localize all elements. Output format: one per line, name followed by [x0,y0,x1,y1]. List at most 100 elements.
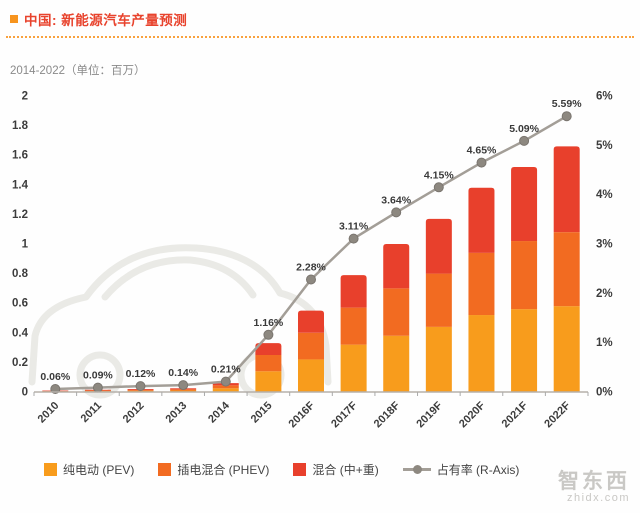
x-axis-label: 2017F [329,399,360,430]
share-label: 2.28% [296,262,326,274]
share-label: 0.06% [40,371,70,383]
dotted-divider [6,36,634,38]
share-label: 0.09% [83,370,113,382]
zhidx-watermark-cn: 智东西 [558,470,630,494]
share-label: 4.65% [467,145,497,157]
bar-segment [511,167,538,242]
legend-item: 插电混合 (PHEV) [158,461,269,478]
bar-segment [298,310,324,333]
bar-segment [212,385,239,389]
bar-segment [553,306,580,392]
bar-segment [255,355,282,372]
x-axis-label: 2019F [414,399,445,430]
y-axis-right-label: 5% [596,140,613,152]
chart-subtitle: 2014-2022（单位：百万） [10,65,146,77]
bar-segment [511,241,538,310]
chart-canvas: 0.06% 0.09% 0.12% 0.14% 0.21%1.16%2.28%3.11%… [12,91,613,431]
x-axis-label: 2022F [542,399,573,430]
legend-label: 纯电动 (PEV) [63,463,135,477]
share-label: 0.12% [126,368,156,380]
x-axis-label: 2021F [500,399,531,430]
x-axis-label: 2015 [249,400,275,426]
x-axis-label: 2011 [79,400,104,425]
legend-label: 占有率 (R-Axis) [436,463,520,477]
bar-segment [468,187,495,253]
title-bullet-icon [10,15,18,23]
legend-item: 占有率 (R-Axis) [402,461,520,478]
share-label: 5.59% [552,98,582,110]
x-axis-label: 2012 [121,400,147,426]
share-label: 3.64% [381,194,411,206]
x-axis-label: 2014 [206,399,232,425]
bar-segment [340,344,367,392]
y-axis-left-label: 0.2 [12,357,28,369]
share-line-marker [476,157,487,168]
y-axis-left-label: 0 [22,387,28,399]
x-axis-label: 2020F [457,399,488,430]
share-line-marker [391,207,402,218]
bar-segment [255,343,282,355]
y-axis-left-label: 1.8 [12,120,29,132]
bar-segment [425,218,452,274]
x-axis-label: 2018F [372,399,403,430]
bar-segment [383,244,410,289]
bar-segment [425,273,452,327]
legend-label: 插电混合 (PHEV) [177,463,270,477]
share-line-marker [178,380,189,391]
share-label: 0.21% [211,364,241,376]
share-line-marker [263,329,274,340]
bars-layer [42,146,580,392]
share-line-marker [519,135,530,146]
bar-segment [340,307,367,345]
y-axis-left-label: 1.4 [12,179,29,191]
bar-segment [511,309,538,392]
legend-line-sample-icon [402,465,431,474]
bar-segment [340,275,367,308]
bar-segment [468,252,495,316]
bar-segment [255,371,282,392]
share-line-marker [220,376,231,387]
x-axis-label: 2010 [36,400,62,426]
y-axis-right-label: 2% [596,288,613,300]
legend-label: 混合 (中+重) [312,463,379,477]
y-axis-right-label: 6% [596,91,613,103]
bar-segment [383,335,410,392]
share-line-marker [561,111,572,122]
share-line-marker [92,382,103,393]
bar-segment [553,146,580,233]
x-axis-label: 2013 [164,400,190,426]
header: 中国: 新能源汽车产量预测 [0,0,640,29]
share-label: 1.16% [254,317,284,329]
x-axis-label: 2016F [287,399,318,430]
share-line-marker [135,381,146,392]
legend-swatch-icon [293,463,307,476]
y-axis-right-label: 1% [596,337,613,349]
legend-item: 纯电动 (PEV) [44,461,134,478]
zhidx-watermark: 智东西 zhidx.com [558,471,630,505]
share-line-marker [306,274,316,285]
y-axis-left-label: 1 [22,239,29,251]
y-axis-left-label: 1.6 [12,150,28,162]
bar-segment [425,326,452,392]
bar-segment [298,332,324,360]
y-axis-left-label: 2 [22,91,28,103]
chart: 0.06% 0.09% 0.12% 0.14% 0.21% 1.16% 2.28% 3.11%… [4,82,640,459]
y-axis-right-label: 3% [596,239,613,251]
bar-segment [212,388,239,392]
chart-legend: 纯电动 (PEV) 插电混合 (PHEV) 混合 (中+重) 占有率 (R-Axis) [44,461,640,478]
share-label: 5.09% [509,123,539,135]
y-axis-left-label: 0.8 [12,268,29,280]
share-line-marker [433,182,444,193]
share-label: 3.11% [339,221,369,233]
page-title: 中国: 新能源汽车产量预测 [24,13,188,28]
legend-line-dot-icon [412,465,422,474]
y-axis-left-label: 1.2 [12,209,28,221]
bar-segment [468,315,495,392]
y-axis-right-label: 4% [596,189,613,201]
bar-segment [553,232,580,307]
share-label: 0.14% [168,367,198,379]
zhidx-watermark-url: zhidx.com [566,492,630,505]
bar-segment [298,359,324,392]
legend-item: 混合 (中+重) [293,461,379,478]
